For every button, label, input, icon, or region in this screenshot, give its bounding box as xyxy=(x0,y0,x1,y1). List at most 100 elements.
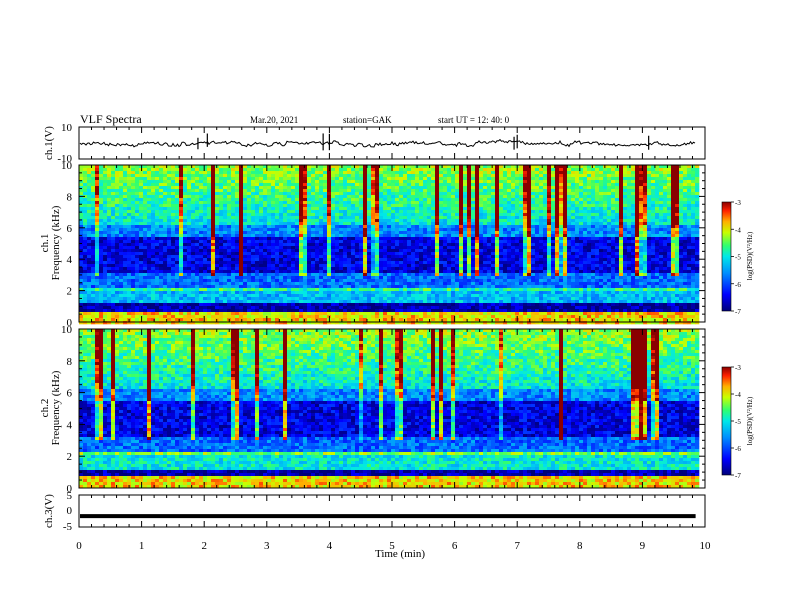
ch1-spectrogram-cell xyxy=(607,225,612,229)
ch1-spectrogram-cell xyxy=(411,216,416,220)
ch1-spectrogram-cell xyxy=(275,237,280,241)
ch1-spectrogram-cell xyxy=(515,210,520,214)
ch1-spectrogram-cell xyxy=(215,210,220,214)
ch1-spectrogram-cell xyxy=(443,246,448,250)
ch1-spectrogram-cell xyxy=(339,201,344,205)
ch1-spectrogram-cell xyxy=(323,174,328,178)
ch1-spectrogram-cell xyxy=(211,222,216,226)
ch1-spectrogram-cell xyxy=(343,198,348,202)
ch1-spectrogram-cell xyxy=(139,195,144,199)
ch1-spectrogram-cell xyxy=(555,231,560,235)
ch1-spectrogram-cell xyxy=(215,195,220,199)
ch1-spectrogram-cell xyxy=(139,234,144,238)
ch1-spectrogram-cell xyxy=(447,180,452,184)
ch1-spectrogram-cell xyxy=(603,246,608,250)
ch1-spectrogram-cell xyxy=(167,210,172,214)
ch1-spectrogram-cell xyxy=(179,249,184,253)
ch1-spectrogram-cell xyxy=(387,246,392,250)
ch1-spectrogram-cell xyxy=(255,201,260,205)
ch1-spectrogram-cell xyxy=(375,183,380,187)
ch1-spectrogram-cell xyxy=(631,174,636,178)
ch1-spectrogram-cell xyxy=(455,228,460,232)
ch1-spectrogram-cell xyxy=(183,168,188,172)
ch1-spectrogram-cell xyxy=(403,210,408,214)
ch1-spectrogram-cell xyxy=(643,219,648,223)
ch1-spectrogram-cell xyxy=(391,168,396,172)
ch1-spectrogram-cell xyxy=(651,225,656,229)
ch1-spectrogram-cell xyxy=(455,252,460,256)
ch1-spectrogram-cell xyxy=(263,240,268,244)
ch1-spectrogram-cell xyxy=(659,192,664,196)
ch1-spectrogram-cell xyxy=(347,228,352,232)
ch1-spectrogram-cell xyxy=(99,246,104,250)
ch1-spectrogram-cell xyxy=(479,171,484,175)
ch1-spectrogram-cell xyxy=(651,219,656,223)
ch1-spectrogram-cell xyxy=(591,171,596,175)
ch1-spectrogram-cell xyxy=(187,198,192,202)
ch1-spectrogram-cell xyxy=(663,207,668,211)
ch1-spectrogram-cell xyxy=(383,252,388,256)
ch1-spectrogram-cell xyxy=(355,201,360,205)
ch1-spectrogram-cell xyxy=(239,243,244,247)
ch1-spectrogram-cell xyxy=(243,225,248,229)
ch1-spectrogram-cell xyxy=(175,228,180,232)
ch1-spectrogram-cell xyxy=(559,174,564,178)
ch1-spectrogram-cell xyxy=(415,183,420,187)
ch1-spectrogram-cell xyxy=(115,222,120,226)
ch1-spectrogram-cell xyxy=(671,252,676,256)
ch1-spectrogram-cell xyxy=(627,240,632,244)
ch1-spectrogram-cell xyxy=(523,189,528,193)
ch1-spectrogram-cell xyxy=(647,216,652,220)
ch1-spectrogram-cell xyxy=(379,252,384,256)
ch1-spectrogram-cell xyxy=(103,198,108,202)
ch1-spectrogram-cell xyxy=(295,225,300,229)
ch1-spectrogram-cell xyxy=(627,201,632,205)
ch1-spectrogram-cell xyxy=(223,216,228,220)
ch1-spectrogram-cell xyxy=(419,246,424,250)
ch1-spectrogram-cell xyxy=(199,198,204,202)
ch1-spectrogram-cell xyxy=(507,216,512,220)
ch1-spectrogram-cell xyxy=(311,234,316,238)
ch1-spectrogram-cell xyxy=(687,180,692,184)
ch1-spectrogram-cell xyxy=(251,165,256,169)
ch1-spectrogram-cell xyxy=(619,165,624,169)
ch1-spectrogram-cell xyxy=(91,171,96,175)
ch1-spectrogram-cell xyxy=(399,192,404,196)
ch1-spectrogram-cell xyxy=(143,189,148,193)
ch1-spectrogram-cell xyxy=(303,243,308,247)
ch1-spectrogram-cell xyxy=(283,243,288,247)
ch1-spectrogram-cell xyxy=(251,195,256,199)
ch1-spectrogram-cell xyxy=(95,192,100,196)
ch1-spectrogram-cell xyxy=(127,258,132,262)
ch1-spectrogram-cell xyxy=(575,186,580,190)
ch1-spectrogram-cell xyxy=(227,243,232,247)
ch1-spectrogram-cell xyxy=(79,213,84,217)
ch1-spectrogram-cell xyxy=(647,252,652,256)
ch1-spectrogram-cell xyxy=(403,192,408,196)
ch1-spectrogram-cell xyxy=(531,180,536,184)
ch1-spectrogram-cell xyxy=(167,180,172,184)
ch1-spectrogram-cell xyxy=(375,198,380,202)
ch1-spectrogram-cell xyxy=(631,192,636,196)
ch1-spectrogram-cell xyxy=(135,243,140,247)
ch1-spectrogram-cell xyxy=(107,165,112,169)
ch1-spectrogram-cell xyxy=(631,195,636,199)
ch1-spectrogram-cell xyxy=(151,213,156,217)
ch1-spectrogram-cell xyxy=(267,228,272,232)
ch1-spectrogram-cell xyxy=(687,213,692,217)
ch1-spectrogram-cell xyxy=(555,240,560,244)
ch1-spectrogram-cell xyxy=(591,201,596,205)
ch1-spectrogram-cell xyxy=(355,198,360,202)
ch1-spectrogram-cell xyxy=(419,258,424,262)
ch1-spectrogram-cell xyxy=(539,219,544,223)
ch1-spectrogram-cell xyxy=(159,192,164,196)
ch1-spectrogram-cell xyxy=(191,219,196,223)
ch1-spectrogram-cell xyxy=(315,213,320,217)
ch1-spectrogram-cell xyxy=(595,165,600,169)
ch1-spectrogram-cell xyxy=(155,177,160,181)
ch1-spectrogram-cell xyxy=(515,174,520,178)
ch1-spectrogram-cell xyxy=(159,195,164,199)
ch1-spectrogram-cell xyxy=(563,225,568,229)
ch1-spectrogram-cell xyxy=(207,168,212,172)
ch1-spectrogram-cell xyxy=(575,228,580,232)
